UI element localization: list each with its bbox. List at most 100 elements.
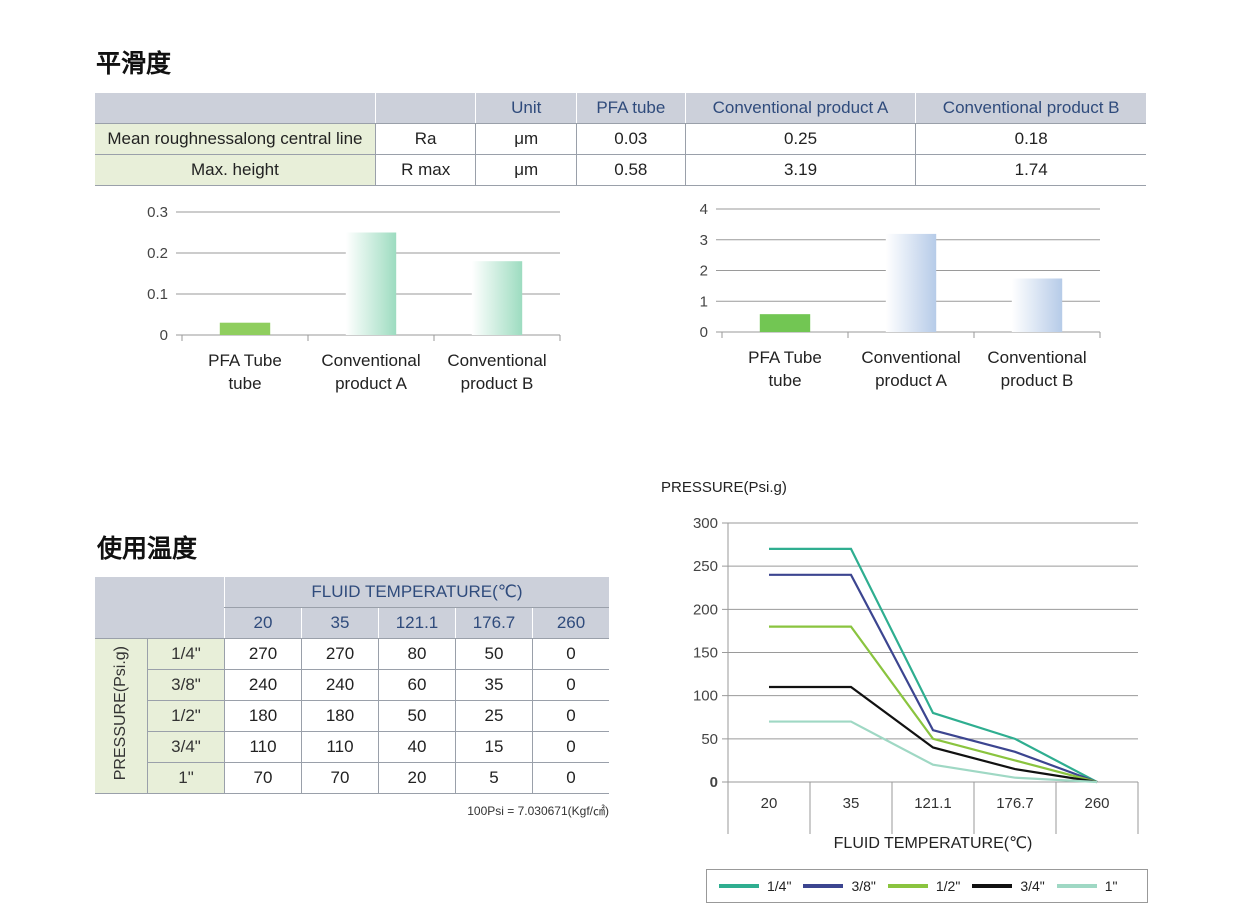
- fluid-temperature-header: FLUID TEMPERATURE(℃): [224, 577, 609, 608]
- value-cell: 60: [378, 669, 456, 701]
- legend-swatch: [803, 884, 844, 888]
- symbol-cell: R max: [374, 154, 476, 186]
- legend-swatch: [1056, 884, 1097, 888]
- category-label: PFA Tube: [748, 348, 822, 367]
- size-cell: 1/2": [147, 700, 225, 732]
- series-line: [769, 547, 1098, 783]
- legend-label: 1/4": [767, 878, 792, 894]
- y-tick-label: 200: [693, 601, 718, 618]
- ra-bar-chart: 0.3 0.2 0.1 0 PFA Tube tube Conventional produc…: [147, 204, 561, 393]
- symbol-cell: Ra: [374, 123, 476, 155]
- value-cell: 5: [455, 762, 533, 794]
- legend-label: 1": [1104, 878, 1118, 894]
- table-header-row: 20 35 121.1 176.7 260: [95, 607, 609, 639]
- chart-title: PRESSURE(Psi.g): [661, 479, 787, 496]
- legend-item: 1/4": [719, 878, 791, 894]
- x-tick-label: 121.1: [914, 795, 952, 812]
- category-label: tube: [228, 374, 261, 393]
- value-cell: 270: [301, 638, 379, 670]
- value-cell: 110: [301, 731, 379, 763]
- row-label: Mean roughnessalong central line: [95, 123, 376, 155]
- size-cell: 1/4": [147, 638, 225, 670]
- row-label: Max. height: [95, 154, 376, 186]
- header-cell: PFA tube: [575, 93, 686, 124]
- value-cell: 110: [224, 731, 302, 763]
- table-row: Max. height R max μm 0.58 3.19 1.74: [95, 154, 1146, 186]
- chart-legend: 1/4" 3/8" 1/2" 3/4" 1": [706, 869, 1148, 903]
- bar: [471, 261, 523, 335]
- y-tick-label: 0.3: [147, 204, 168, 221]
- category-label: Conventional: [447, 351, 546, 370]
- smoothness-title: 平滑度: [96, 49, 172, 78]
- header-cell: [374, 93, 476, 124]
- bar: [345, 232, 397, 335]
- value-cell: 25: [455, 700, 533, 732]
- bar: [885, 233, 937, 332]
- size-cell: 3/8": [147, 669, 225, 701]
- value-cell: 50: [378, 700, 456, 732]
- header-cell: [95, 93, 376, 124]
- value-cell: 35: [455, 669, 533, 701]
- table-row: 1" 70 70 20 5 0: [95, 762, 609, 794]
- header-cell: Conventional product B: [915, 93, 1146, 124]
- corner-cell: [95, 577, 225, 639]
- legend-label: 3/4": [1020, 878, 1045, 894]
- y-tick-label: 250: [693, 558, 718, 575]
- series-line: [769, 625, 1098, 784]
- category-label: PFA Tube: [208, 351, 282, 370]
- table-row: 3/8" 240 240 60 35 0: [95, 669, 609, 701]
- category-label: Conventional: [321, 351, 420, 370]
- table-row: PRESSURE(Psi.g) 1/4" 270 270 80 50 0: [95, 638, 609, 794]
- y-tick-label: 0.1: [147, 286, 168, 303]
- series-line: [769, 685, 1098, 784]
- pressure-axis-label: PRESSURE(Psi.g): [95, 638, 148, 794]
- value-cell: 1.74: [915, 154, 1146, 186]
- legend-item: 1": [1056, 878, 1118, 894]
- header-cell: Unit: [475, 93, 577, 124]
- y-tick-label: 150: [693, 645, 718, 662]
- x-tick-label: 176.7: [996, 795, 1034, 812]
- value-cell: 50: [455, 638, 533, 670]
- category-label: Conventional: [861, 348, 960, 367]
- x-tick-label: 35: [843, 795, 860, 812]
- x-tick-label: 20: [761, 795, 778, 812]
- value-cell: 80: [378, 638, 456, 670]
- smoothness-table: Unit PFA tube Conventional product A Con…: [95, 93, 1146, 186]
- y-tick-label: 0.2: [147, 245, 168, 262]
- table-header-row: FLUID TEMPERATURE(℃): [95, 577, 609, 639]
- legend-item: 3/8": [803, 878, 876, 894]
- category-label: product B: [1001, 371, 1074, 390]
- value-cell: 0: [532, 731, 609, 763]
- table-row: 3/4" 110 110 40 15 0: [95, 731, 609, 763]
- value-cell: 0.18: [915, 123, 1146, 155]
- temperature-table: FLUID TEMPERATURE(℃) 20 35 121.1 176.7 2…: [95, 577, 609, 794]
- value-cell: 0: [532, 638, 609, 670]
- y-tick-label: 0: [160, 327, 168, 344]
- legend-label: 3/8": [851, 878, 876, 894]
- value-cell: 15: [455, 731, 533, 763]
- legend-swatch: [719, 884, 759, 888]
- bar: [759, 314, 811, 332]
- value-cell: 270: [224, 638, 302, 670]
- value-cell: 0: [532, 762, 609, 794]
- unit-cell: μm: [475, 123, 577, 155]
- legend-item: 3/4": [972, 878, 1045, 894]
- value-cell: 70: [301, 762, 379, 794]
- temp-header: 35: [301, 607, 379, 639]
- temp-header: 176.7: [455, 607, 533, 639]
- pressure-line-chart: PRESSURE(Psi.g) 300 250 200 150 100 50 0 20 35 121…: [661, 479, 1139, 852]
- header-cell: Conventional product A: [684, 93, 916, 124]
- value-cell: 20: [378, 762, 456, 794]
- series-line: [769, 720, 1098, 784]
- value-cell: 40: [378, 731, 456, 763]
- temp-header: 20: [224, 607, 302, 639]
- conversion-note: 100Psi = 7.030671(Kgf/㎠): [467, 804, 609, 818]
- value-cell: 0.03: [575, 123, 686, 155]
- bar: [219, 322, 271, 335]
- y-tick-label: 50: [701, 731, 718, 748]
- y-tick-label: 300: [693, 515, 718, 532]
- value-cell: 0: [532, 700, 609, 732]
- value-cell: 240: [301, 669, 379, 701]
- temperature-title: 使用温度: [97, 534, 198, 563]
- x-tick-label: 260: [1084, 795, 1109, 812]
